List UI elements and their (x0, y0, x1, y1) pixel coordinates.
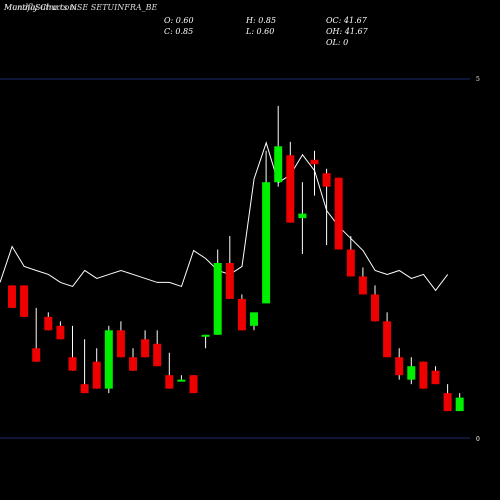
candle-up (177, 379, 186, 382)
candle-down (431, 370, 440, 385)
candle-down (32, 348, 41, 362)
candles-group (8, 105, 464, 412)
candle-down (68, 357, 77, 371)
candle-down (129, 357, 137, 371)
candle-down (189, 375, 198, 394)
chart-subtitle: Monthly Charts NSE SETUINFRA_BE (4, 3, 158, 12)
chart-title: MunafaSutra.com Monthly Charts NSE SETUI… (4, 3, 157, 12)
candle-down (443, 393, 452, 412)
candle-up (407, 366, 416, 380)
low-value: L: 0.60 (246, 27, 275, 36)
oc-value: OC: 41.67 (326, 16, 367, 25)
close-value: C: 0.85 (164, 27, 194, 36)
candle-down (92, 361, 101, 389)
candle-down (419, 361, 428, 389)
candle-up (213, 262, 222, 335)
candle-down (80, 384, 89, 394)
candle-down (153, 343, 162, 367)
high-value: H: 0.85 (246, 16, 277, 25)
candle-down (8, 285, 16, 308)
candle-down (141, 339, 150, 358)
trend-line (0, 141, 449, 292)
candle-down (225, 262, 234, 299)
candle-up (455, 397, 464, 412)
y-tick-upper: 5 (476, 76, 480, 83)
candle-down (286, 155, 295, 223)
candle-down (165, 375, 174, 389)
candle-down (116, 330, 125, 358)
ol-value: OL: 0 (326, 38, 349, 47)
candle-down (44, 316, 53, 331)
candle-up (201, 334, 210, 337)
candle-up (274, 146, 283, 183)
y-tick-lower: 0 (476, 436, 480, 443)
candle-up (262, 182, 271, 304)
candle-down (334, 177, 343, 250)
candle-up (104, 330, 113, 389)
candle-down (56, 325, 65, 340)
candle-down (20, 285, 29, 317)
candle-up (250, 312, 258, 326)
candle-down (371, 294, 379, 322)
candle-up (298, 213, 307, 219)
candle-down (358, 276, 367, 295)
candle-down (383, 321, 392, 358)
candle-down (395, 357, 404, 376)
site-name: MunafaSutra.com (4, 3, 77, 12)
candle-down (237, 298, 246, 331)
oh-value: OH: 41.67 (326, 27, 368, 36)
open-value: O: 0.60 (164, 16, 194, 25)
candle-down (346, 249, 355, 277)
candle-down (322, 173, 331, 187)
candle-down (310, 159, 319, 165)
